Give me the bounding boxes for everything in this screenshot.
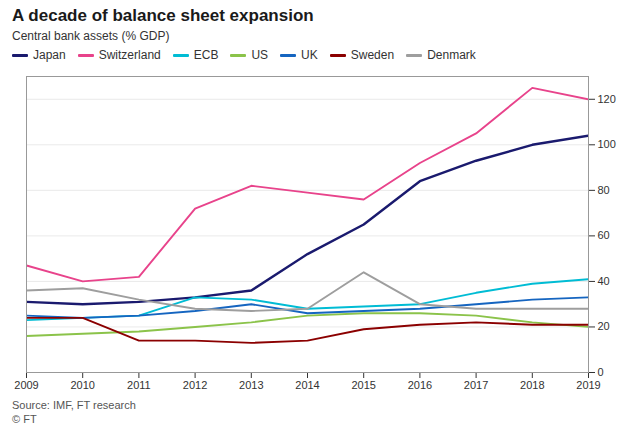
svg-text:2016: 2016 <box>408 379 432 391</box>
html-text:ECB: ECB <box>193 48 219 62</box>
svg-text:2015: 2015 <box>351 379 375 391</box>
html-text:Japan: Japan <box>33 48 66 62</box>
svg-text:2011: 2011 <box>127 379 151 391</box>
html-text:UK: UK <box>301 48 318 62</box>
html-text:Central bank assets (% GDP): Central bank assets (% GDP) <box>12 29 170 43</box>
svg-text:60: 60 <box>598 229 610 241</box>
html-text:A decade of balance sheet expa: A decade of balance sheet expansion <box>12 6 314 25</box>
svg-text:2018: 2018 <box>520 379 544 391</box>
svg-text:2017: 2017 <box>464 379 488 391</box>
html-text:Switzerland: Switzerland <box>98 48 161 62</box>
html-text:US: US <box>251 48 269 62</box>
svg-text:100: 100 <box>598 138 616 150</box>
svg-text:2010: 2010 <box>70 379 94 391</box>
svg-text:40: 40 <box>598 275 610 287</box>
svg-text:2013: 2013 <box>239 379 263 391</box>
html-text:Source: IMF, FT research: Source: IMF, FT research <box>12 399 136 411</box>
svg-text:80: 80 <box>598 184 610 196</box>
svg-text:2009: 2009 <box>14 379 38 391</box>
html-text:Denmark: Denmark <box>427 48 476 62</box>
svg-text:120: 120 <box>598 93 616 105</box>
svg-text:2014: 2014 <box>295 379 319 391</box>
html-text:Sweden: Sweden <box>350 48 395 62</box>
html-text:© FT: © FT <box>12 413 37 425</box>
svg-text:0: 0 <box>598 366 604 378</box>
svg-text:2012: 2012 <box>183 379 207 391</box>
svg-text:20: 20 <box>598 320 610 332</box>
svg-text:2019: 2019 <box>576 379 600 391</box>
